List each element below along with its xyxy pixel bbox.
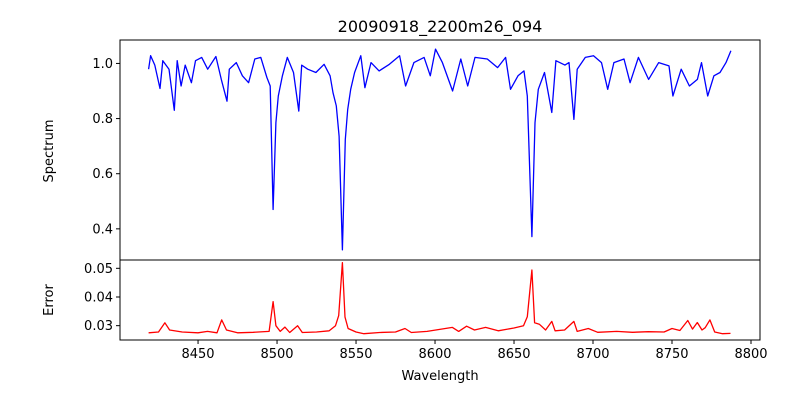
top-y-axis-label: Spectrum [42, 120, 57, 183]
x-tick-label: 8500 [260, 347, 293, 362]
error-panel: 0.03 0.04 0.05 8450 8500 8550 8600 8650 8700 8750… [84, 259, 768, 362]
y-tick-label: 0.6 [92, 167, 113, 182]
x-axis-label: Wavelength [401, 369, 478, 384]
spectrum-line [147, 48, 732, 251]
bottom-y-axis-label: Error [42, 284, 57, 316]
x-tick-label: 8700 [576, 347, 609, 362]
y-tick-label: 0.4 [92, 222, 113, 237]
y-tick-label: 0.05 [84, 262, 113, 277]
x-tick-label: 8550 [339, 347, 372, 362]
x-tick-label: 8800 [734, 347, 767, 362]
error-line [148, 261, 731, 335]
x-tick-label: 8450 [181, 347, 214, 362]
x-tick-label: 8650 [497, 347, 530, 362]
y-tick-label: 0.03 [84, 319, 113, 334]
x-tick-label: 8600 [418, 347, 451, 362]
x-tick-label: 8750 [655, 347, 688, 362]
y-tick-label: 0.04 [84, 290, 113, 305]
chart-title: 20090918_2200m26_094 [338, 17, 543, 37]
axes-frame [119, 259, 761, 341]
y-tick-label: 1.0 [92, 57, 113, 72]
spectrum-panel: 0.4 0.6 0.8 1.0 [92, 39, 761, 261]
y-tick-label: 0.8 [92, 112, 113, 127]
axes-frame [119, 39, 761, 261]
